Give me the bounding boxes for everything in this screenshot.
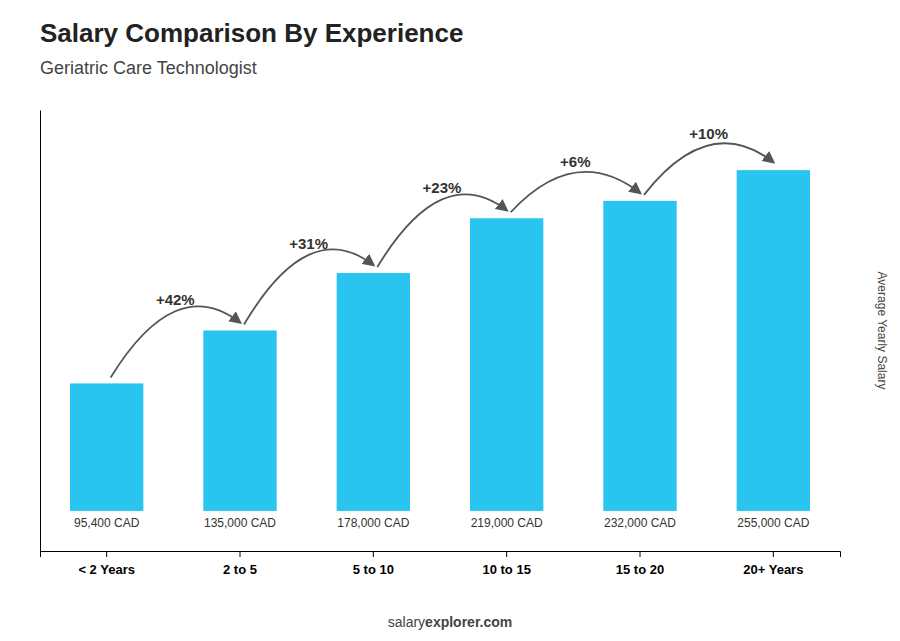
- annotations: +42% +31% +23% +6% +10%: [111, 125, 774, 377]
- change-label: +23%: [423, 179, 462, 196]
- title: Salary Comparison By Experience: [40, 18, 463, 48]
- bar: [603, 201, 676, 511]
- bar: [737, 170, 810, 511]
- x-tick-mark: [240, 551, 241, 557]
- x-tick-label: 5 to 10: [353, 562, 394, 577]
- x-tick-label: 10 to 15: [482, 562, 530, 577]
- change-arrow: [111, 306, 240, 377]
- change-arrow: [511, 172, 640, 212]
- change-label: +42%: [156, 291, 195, 308]
- change-label: +31%: [289, 235, 328, 252]
- x-tick: 2 to 5: [223, 551, 257, 577]
- x-tick-label: 2 to 5: [223, 562, 257, 577]
- x-tick: 10 to 15: [482, 551, 530, 577]
- data-label: 255,000 CAD: [737, 516, 809, 530]
- x-tick-label: 15 to 20: [616, 562, 664, 577]
- change-arrow: [377, 194, 506, 267]
- x-tick-mark: [640, 551, 641, 557]
- y-axis-title: Average Yearly Salary: [875, 272, 889, 390]
- plot-area: [70, 170, 810, 511]
- x-tick-mark: [773, 551, 774, 557]
- bar: [203, 331, 276, 511]
- x-tick-mark: [506, 551, 507, 557]
- footer-part: salary: [388, 614, 425, 630]
- change-arrow: [244, 249, 373, 324]
- data-labels: 95,400 CAD 135,000 CAD 178,000 CAD 219,000 …: [74, 516, 810, 530]
- footer: salaryexplorer.com: [388, 614, 513, 630]
- x-tick-label: 20+ Years: [743, 562, 803, 577]
- change-label: +10%: [689, 125, 728, 142]
- change-arrow: [644, 143, 773, 195]
- y-axis-line: [40, 111, 41, 552]
- bar: [337, 273, 410, 511]
- x-axis-line: [41, 552, 841, 558]
- footer-part: explorer.com: [425, 614, 512, 630]
- x-tick: 15 to 20: [616, 551, 664, 577]
- x-tick-label: < 2 Years: [78, 562, 135, 577]
- x-axis: < 2 Years 2 to 5 5 to 10 10 to 15 15 to 20 20…: [41, 551, 841, 577]
- y-axis: [40, 111, 41, 552]
- data-label: 232,000 CAD: [604, 516, 676, 530]
- data-label: 178,000 CAD: [337, 516, 409, 530]
- chart: Salary Comparison By Experience Geriatric…: [0, 0, 900, 641]
- bar: [70, 383, 143, 510]
- x-tick-mark: [106, 551, 107, 557]
- bar: [470, 218, 543, 511]
- data-label: 219,000 CAD: [471, 516, 543, 530]
- x-tick: 20+ Years: [743, 551, 803, 577]
- x-tick: < 2 Years: [78, 551, 135, 577]
- subtitle: Geriatric Care Technologist: [40, 58, 257, 78]
- x-tick-mark: [373, 551, 374, 557]
- data-label: 95,400 CAD: [74, 516, 140, 530]
- change-label: +6%: [560, 153, 590, 170]
- data-label: 135,000 CAD: [204, 516, 276, 530]
- x-tick: 5 to 10: [353, 551, 394, 577]
